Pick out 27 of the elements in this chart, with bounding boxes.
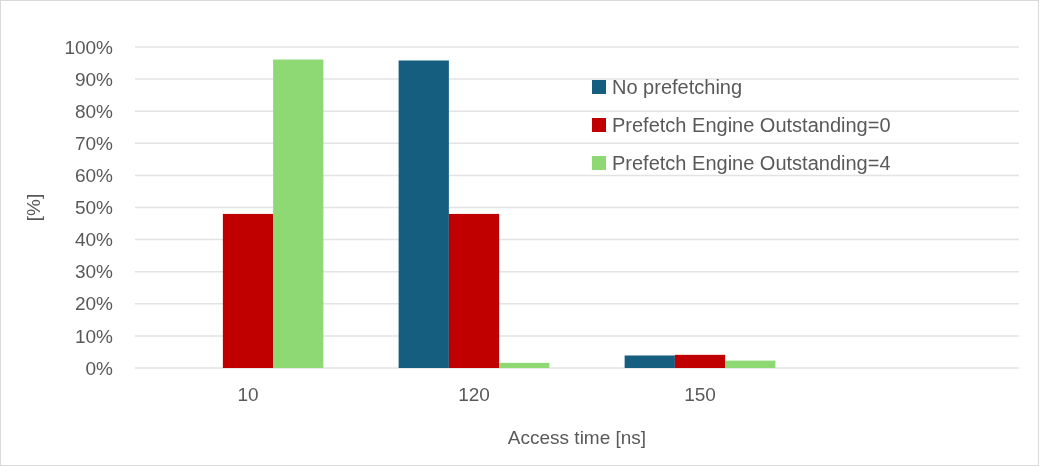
bar bbox=[499, 362, 550, 368]
x-tick-label: 150 bbox=[684, 384, 716, 405]
y-tick-label: 10% bbox=[74, 325, 114, 347]
y-tick-label: 40% bbox=[74, 229, 114, 251]
bar bbox=[398, 60, 449, 368]
x-tick-label: 120 bbox=[458, 384, 490, 405]
bar bbox=[222, 213, 274, 368]
y-tick-label: 100% bbox=[64, 36, 114, 58]
bar bbox=[273, 59, 324, 368]
legend-label: Prefetch Engine Outstanding=0 bbox=[612, 114, 891, 136]
y-tick-label: 20% bbox=[74, 293, 114, 315]
y-tick-label: 0% bbox=[85, 357, 114, 379]
legend-label: No prefetching bbox=[612, 76, 743, 98]
y-axis-title: [%] bbox=[23, 193, 44, 222]
y-tick-label: 30% bbox=[74, 261, 114, 283]
bar bbox=[725, 360, 776, 368]
y-tick-label: 80% bbox=[74, 100, 114, 122]
y-tick-label: 70% bbox=[74, 132, 114, 154]
x-tick-label: 10 bbox=[237, 384, 259, 405]
y-tick-label: 60% bbox=[74, 165, 114, 187]
bar bbox=[624, 355, 675, 368]
legend-label: Prefetch Engine Outstanding=4 bbox=[612, 152, 891, 174]
x-axis-title: Access time [ns] bbox=[507, 427, 647, 448]
bar bbox=[448, 213, 500, 368]
y-tick-label: 50% bbox=[74, 197, 114, 219]
bar bbox=[674, 354, 726, 368]
y-tick-label: 90% bbox=[74, 68, 114, 90]
